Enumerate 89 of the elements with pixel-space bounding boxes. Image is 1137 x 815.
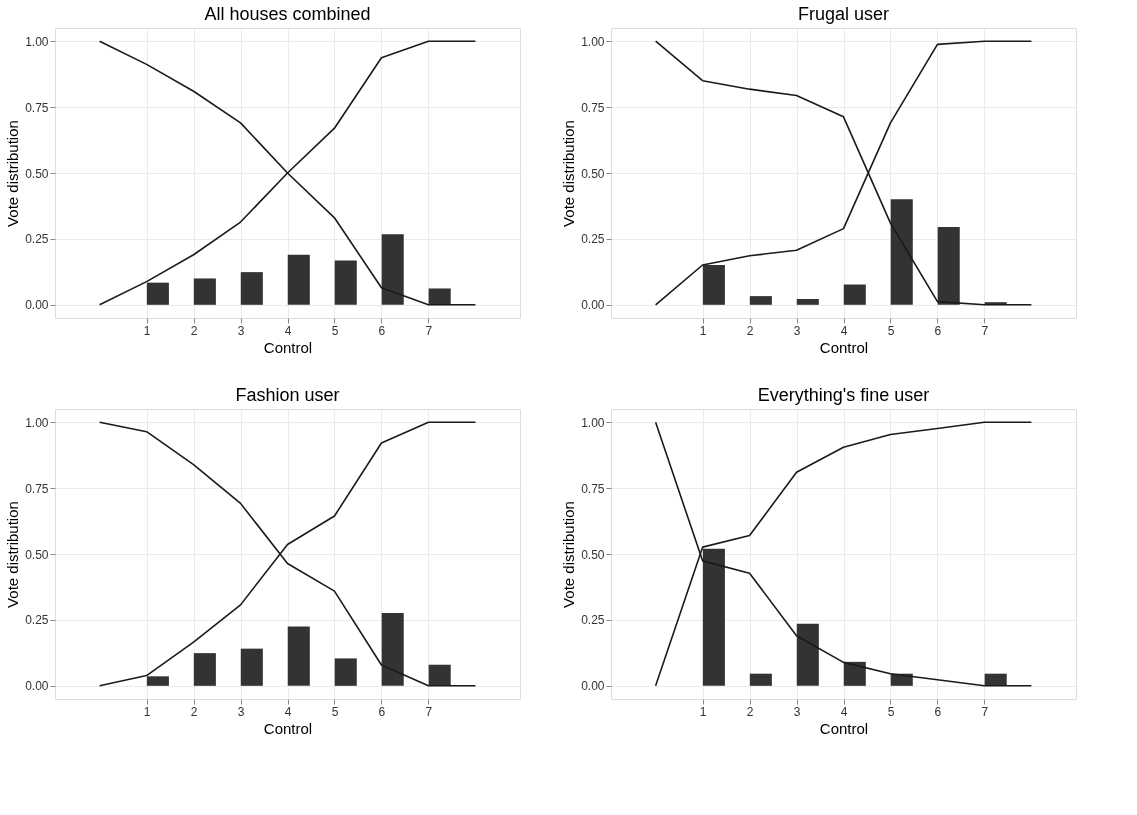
x-tick-label: 4 — [284, 704, 292, 719]
bar — [193, 278, 216, 305]
bar — [702, 548, 725, 686]
y-tick-label: 0.75 — [581, 481, 605, 496]
bar — [843, 661, 866, 686]
bar — [843, 284, 866, 305]
x-tick-label: 4 — [284, 323, 292, 338]
x-tick-label: 5 — [887, 323, 895, 338]
x-tick-label: 1 — [143, 704, 151, 719]
y-tick-label: 1.00 — [581, 34, 605, 49]
bar — [381, 613, 404, 686]
bar — [146, 676, 169, 686]
y-tick-label: 0.25 — [25, 232, 49, 247]
x-tick-label: 7 — [425, 323, 433, 338]
x-tick-label: 2 — [190, 323, 198, 338]
x-tick-label: 4 — [840, 323, 848, 338]
y-tick-label: 1.00 — [25, 34, 49, 49]
x-tick-label: 1 — [143, 323, 151, 338]
x-tick-label: 7 — [981, 323, 989, 338]
x-tick-label: 3 — [793, 323, 801, 338]
chart-title: Frugal user — [797, 4, 890, 24]
bar — [984, 673, 1007, 686]
y-tick-label: 0.75 — [25, 481, 49, 496]
x-tick-label: 5 — [887, 704, 895, 719]
bar — [890, 199, 913, 305]
y-axis-title: Vote distribution — [4, 120, 22, 227]
x-tick-label: 2 — [746, 323, 754, 338]
chart-title: Everything's fine user — [757, 385, 930, 405]
x-axis-title: Control — [263, 719, 313, 737]
x-tick-label: 2 — [190, 704, 198, 719]
bar — [702, 265, 725, 305]
x-tick-label: 5 — [331, 323, 339, 338]
x-tick-label: 1 — [699, 704, 707, 719]
y-tick-label: 0.50 — [25, 547, 49, 562]
y-tick-label: 0.00 — [581, 298, 605, 313]
line-series — [98, 40, 477, 306]
y-tick-label: 1.00 — [25, 415, 49, 430]
x-tick-label: 7 — [425, 704, 433, 719]
bar — [240, 648, 263, 686]
x-tick-label: 7 — [981, 704, 989, 719]
x-axis-title: Control — [819, 719, 869, 737]
x-axis-title: Control — [263, 338, 313, 356]
chart-title: All houses combined — [204, 4, 371, 24]
y-tick-label: 0.25 — [581, 232, 605, 247]
y-tick-label: 0.75 — [581, 100, 605, 115]
x-tick-label: 6 — [378, 704, 386, 719]
y-tick-label: 0.25 — [581, 613, 605, 628]
y-tick-label: 0.25 — [25, 613, 49, 628]
y-tick-label: 0.50 — [581, 166, 605, 181]
x-tick-label: 3 — [793, 704, 801, 719]
y-tick-label: 0.50 — [25, 166, 49, 181]
line-series — [654, 40, 1033, 306]
x-tick-label: 5 — [331, 704, 339, 719]
x-axis-title: Control — [819, 338, 869, 356]
x-tick-label: 2 — [746, 704, 754, 719]
bar — [240, 272, 263, 305]
bar — [796, 299, 819, 305]
bar — [287, 626, 310, 686]
y-tick-label: 0.50 — [581, 547, 605, 562]
y-tick-label: 1.00 — [581, 415, 605, 430]
x-tick-label: 6 — [378, 323, 386, 338]
bar — [749, 673, 772, 686]
bar — [937, 227, 960, 305]
bar — [334, 658, 357, 686]
bar — [381, 234, 404, 305]
y-tick-label: 0.00 — [25, 679, 49, 694]
bar — [428, 664, 451, 686]
y-tick-label: 0.75 — [25, 100, 49, 115]
chart-title: Fashion user — [235, 385, 340, 405]
x-tick-label: 4 — [840, 704, 848, 719]
bar — [334, 260, 357, 305]
y-tick-label: 0.00 — [25, 298, 49, 313]
bar — [193, 653, 216, 686]
y-axis-title: Vote distribution — [560, 120, 578, 227]
x-tick-label: 1 — [699, 323, 707, 338]
bar — [287, 254, 310, 305]
bar — [749, 296, 772, 305]
bar — [146, 282, 169, 305]
bar — [796, 623, 819, 686]
y-axis-title: Vote distribution — [560, 501, 578, 608]
x-tick-label: 3 — [237, 323, 245, 338]
x-tick-label: 3 — [237, 704, 245, 719]
line-series — [98, 421, 477, 687]
x-tick-label: 6 — [934, 323, 942, 338]
y-tick-label: 0.00 — [581, 679, 605, 694]
y-axis-title: Vote distribution — [4, 501, 22, 608]
bar — [428, 288, 451, 305]
line-series — [654, 421, 1033, 687]
x-tick-label: 6 — [934, 704, 942, 719]
